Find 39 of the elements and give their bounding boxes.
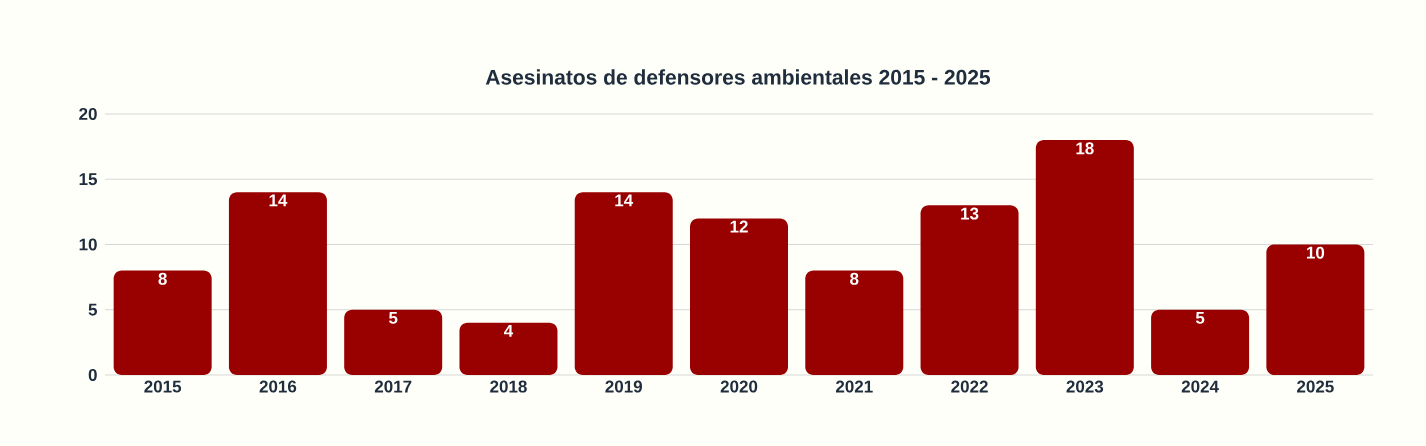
data-label: 10	[1306, 246, 1325, 259]
x-tick-label: 2015	[144, 380, 182, 393]
x-tick-label: 2024	[1181, 380, 1219, 393]
bar	[228, 192, 327, 375]
x-tick-label: 2022	[951, 380, 988, 393]
data-label: 8	[850, 272, 859, 285]
y-tick-label: 15	[79, 173, 98, 186]
bar	[113, 270, 212, 375]
bar	[1035, 140, 1134, 375]
x-tick-label: 2025	[1297, 380, 1334, 393]
data-label: 18	[1076, 142, 1094, 155]
y-tick-label: 0	[88, 368, 97, 382]
bar	[459, 322, 558, 375]
data-label: 14	[615, 194, 634, 207]
x-tick-label: 2016	[259, 380, 297, 393]
y-tick-label: 20	[79, 107, 97, 121]
bar	[574, 192, 673, 375]
bar	[1151, 309, 1250, 375]
bar	[344, 309, 443, 375]
data-label: 5	[388, 311, 398, 324]
x-tick-label: 2019	[605, 380, 643, 393]
data-label: 12	[730, 220, 748, 233]
x-tick-label: 2021	[835, 380, 873, 393]
x-tick-label: 2020	[720, 380, 758, 393]
data-label: 8	[158, 272, 167, 285]
x-tick-label: 2023	[1066, 380, 1104, 393]
data-label: 5	[1195, 311, 1205, 324]
bar	[1266, 244, 1365, 375]
bar	[690, 218, 789, 375]
x-tick-label: 2018	[490, 380, 527, 393]
y-tick-label: 5	[88, 303, 98, 316]
y-tick-label: 10	[79, 238, 97, 251]
bar	[805, 270, 904, 375]
bar	[920, 205, 1019, 375]
x-tick-label: 2017	[374, 380, 412, 393]
data-label: 14	[269, 194, 288, 207]
data-label: 4	[503, 324, 514, 337]
chart-title: Asesinatos de defensores ambientales 2015 - 2025	[485, 69, 991, 85]
data-label: 13	[961, 207, 979, 220]
